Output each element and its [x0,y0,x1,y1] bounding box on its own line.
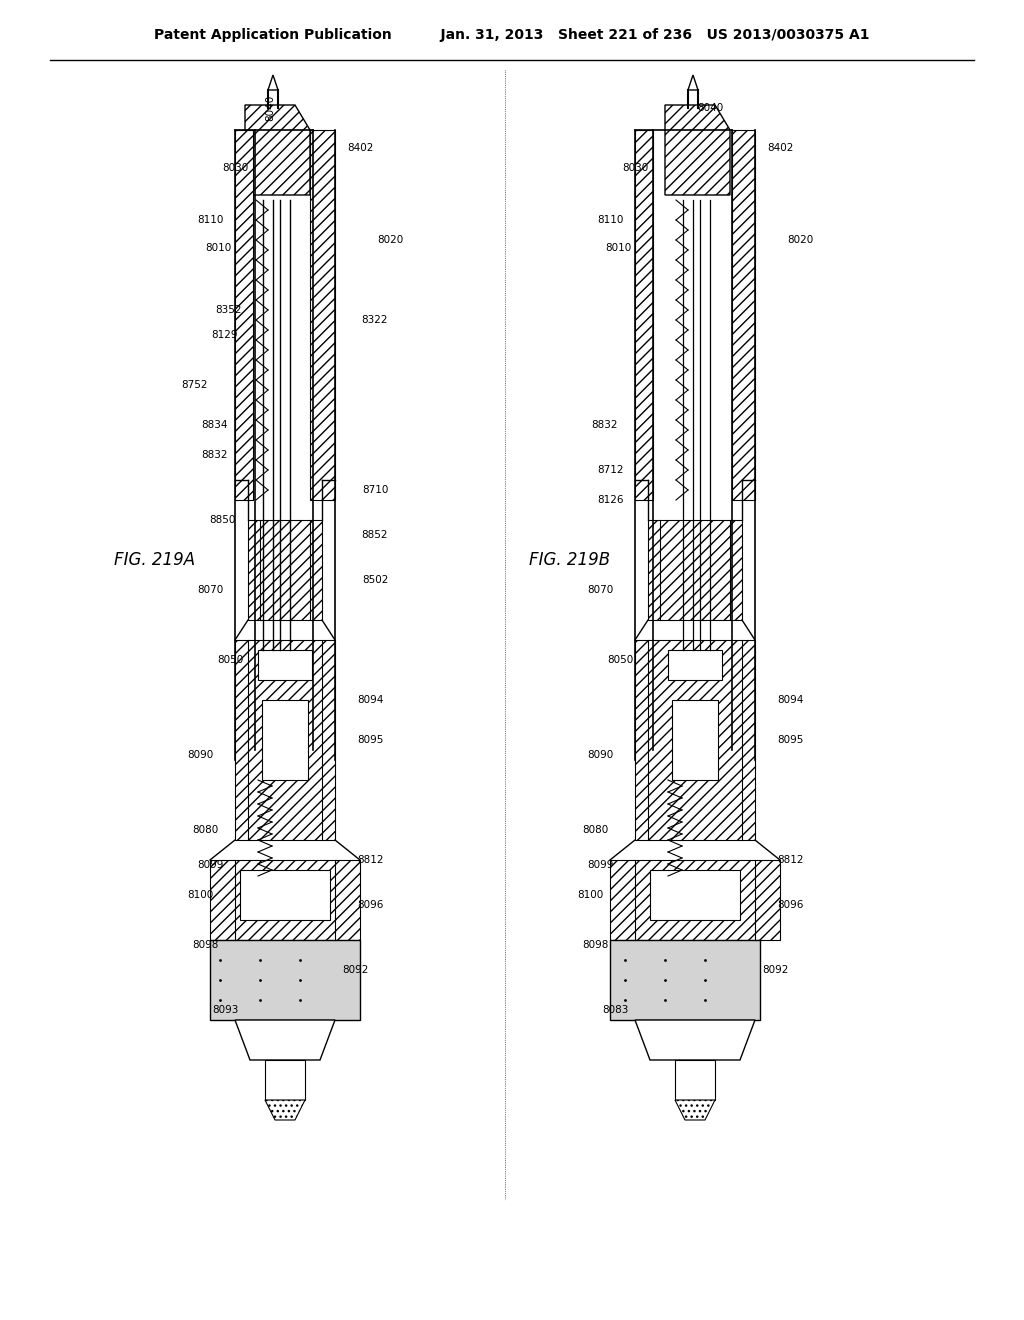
Text: 8090: 8090 [186,750,213,760]
Text: 8010: 8010 [605,243,631,253]
Text: 8010: 8010 [205,243,231,253]
Text: 8070: 8070 [587,585,613,595]
Text: 8502: 8502 [361,576,388,585]
Text: FIG. 219B: FIG. 219B [529,550,610,569]
Text: 8098: 8098 [582,940,608,950]
Bar [650,870,740,920]
Polygon shape [665,106,730,195]
Text: 8050: 8050 [607,655,633,665]
Polygon shape [635,1020,755,1060]
Text: 8710: 8710 [361,484,388,495]
Polygon shape [635,640,755,840]
Text: 8100: 8100 [186,890,213,900]
Text: 8083: 8083 [602,1005,628,1015]
Text: 8352: 8352 [215,305,242,315]
Polygon shape [245,106,310,195]
Text: 8834: 8834 [202,420,228,430]
Polygon shape [265,1100,305,1119]
Bar [240,870,330,920]
Bar [210,940,360,1020]
Text: 8812: 8812 [356,855,383,865]
Text: 8832: 8832 [592,420,618,430]
Polygon shape [732,129,755,500]
Polygon shape [675,1100,715,1119]
Polygon shape [610,861,780,940]
Polygon shape [268,75,278,90]
Text: 8100: 8100 [577,890,603,900]
Text: 8098: 8098 [191,940,218,950]
Text: 8090: 8090 [587,750,613,760]
Text: 8852: 8852 [361,531,388,540]
Text: 8322: 8322 [361,315,388,325]
Polygon shape [648,520,742,620]
Text: 8096: 8096 [356,900,383,909]
Polygon shape [234,640,335,840]
Text: 8099: 8099 [587,861,613,870]
Bar [668,649,722,680]
Text: 8099: 8099 [197,861,223,870]
Text: 8812: 8812 [777,855,803,865]
Text: 8020: 8020 [786,235,813,246]
Bar [262,700,308,780]
Polygon shape [210,861,360,940]
Text: 8070: 8070 [197,585,223,595]
Bar [265,1060,305,1100]
Text: 8020: 8020 [377,235,403,246]
Text: 8129: 8129 [212,330,239,341]
Text: 8095: 8095 [356,735,383,744]
Text: 8080: 8080 [582,825,608,836]
Text: 8030: 8030 [622,162,648,173]
Polygon shape [635,129,653,500]
Text: 8093: 8093 [212,1005,239,1015]
Text: 8096: 8096 [777,900,803,909]
Text: 8092: 8092 [762,965,788,975]
Text: 8850: 8850 [209,515,236,525]
Text: 8094: 8094 [777,696,803,705]
Text: FIG. 219A: FIG. 219A [115,550,196,569]
Text: 8095: 8095 [777,735,803,744]
Text: 8110: 8110 [597,215,624,224]
Text: 8092: 8092 [342,965,369,975]
Text: 8094: 8094 [356,696,383,705]
Polygon shape [234,129,253,500]
Polygon shape [688,75,698,90]
Text: 8832: 8832 [202,450,228,459]
Text: 8752: 8752 [181,380,208,389]
Polygon shape [310,129,335,500]
Text: 8080: 8080 [191,825,218,836]
Text: 8712: 8712 [597,465,624,475]
Polygon shape [234,1020,335,1060]
Text: Patent Application Publication          Jan. 31, 2013   Sheet 221 of 236   US 20: Patent Application Publication Jan. 31, … [155,28,869,42]
Text: 8030: 8030 [222,162,248,173]
Text: 8402: 8402 [347,143,373,153]
Bar [610,940,760,1020]
Polygon shape [248,520,322,620]
Bar [258,649,312,680]
Bar [675,1060,715,1100]
Text: 8402: 8402 [767,143,794,153]
Text: 8126: 8126 [597,495,624,506]
Text: 8040: 8040 [697,103,723,114]
Text: 8050: 8050 [217,655,243,665]
Text: 8110: 8110 [197,215,223,224]
Text: 8040: 8040 [265,95,275,121]
Bar [672,700,718,780]
